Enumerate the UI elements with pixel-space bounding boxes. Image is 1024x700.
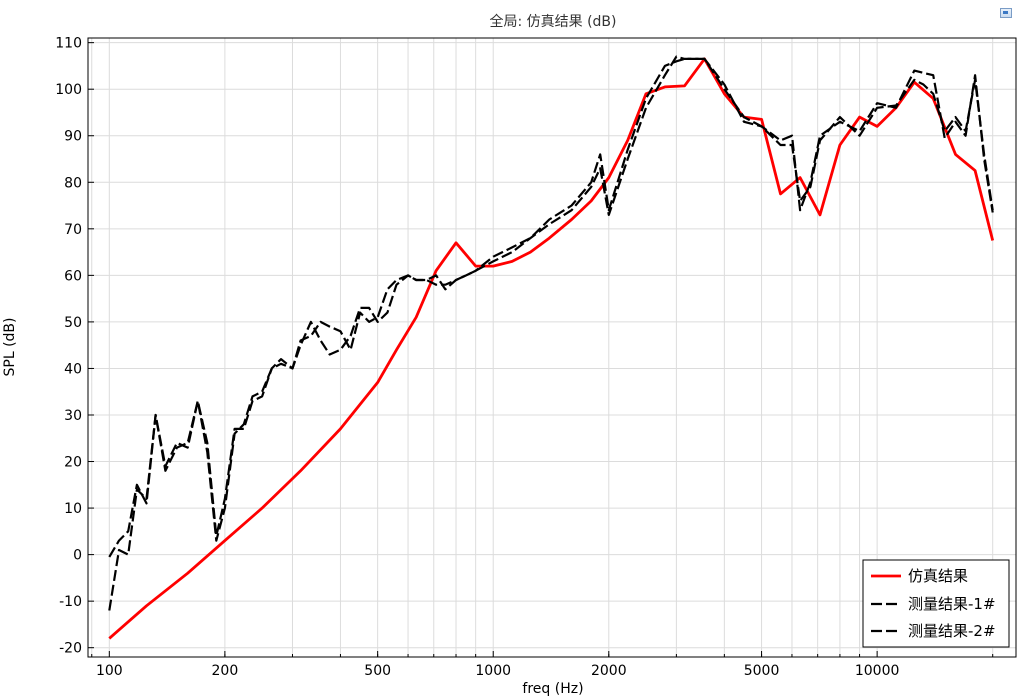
y-axis-title: SPL (dB)	[2, 318, 18, 377]
y-tick-label: 10	[64, 501, 82, 517]
x-tick-label: 10000	[855, 663, 900, 679]
y-tick-label: 60	[64, 268, 82, 284]
series-line-1	[108, 57, 994, 611]
series-line-2	[108, 55, 994, 558]
x-tick-label: 5000	[744, 663, 780, 679]
y-tick-label: 70	[64, 222, 82, 238]
grid-horizontal	[88, 42, 1016, 649]
y-tick-label: 50	[64, 315, 82, 331]
grid-vertical	[91, 38, 994, 657]
y-tick-label: 30	[64, 408, 82, 424]
legend: 仿真结果 测量结果-1# 测量结果-2#	[862, 559, 1010, 648]
plot-area-border	[87, 37, 1017, 658]
series-layer	[108, 55, 995, 640]
x-axis-ticks: 100 200 500 1000 2000 5000 10000	[91, 651, 994, 679]
y-tick-label: -10	[59, 594, 82, 610]
chart-title: 全局: 仿真结果 (dB)	[489, 13, 616, 30]
x-tick-label: 2000	[591, 663, 627, 679]
y-tick-label: 90	[64, 129, 82, 145]
x-axis-title: freq (Hz)	[522, 681, 583, 697]
y-tick-label: 110	[55, 36, 82, 52]
y-tick-label: 0	[73, 548, 82, 564]
y-tick-label: 20	[64, 455, 82, 471]
x-tick-label: 100	[96, 663, 123, 679]
window-icon[interactable]	[1000, 8, 1012, 18]
legend-label-series-1: 测量结果-1#	[908, 595, 996, 613]
series-line-0	[108, 57, 995, 640]
legend-label-series-0: 仿真结果	[908, 567, 968, 585]
x-tick-label: 1000	[475, 663, 511, 679]
x-tick-label: 200	[212, 663, 239, 679]
legend-label-series-2: 测量结果-2#	[908, 622, 996, 640]
y-tick-label: 40	[64, 361, 82, 377]
x-tick-label: 500	[364, 663, 391, 679]
y-tick-label: 100	[55, 82, 82, 98]
y-tick-label: 80	[64, 175, 82, 191]
y-axis-ticks: -20 -10 0 10 20 30 40 50 60 70 80 90 100 110	[55, 36, 94, 657]
y-tick-label: -20	[59, 641, 82, 657]
